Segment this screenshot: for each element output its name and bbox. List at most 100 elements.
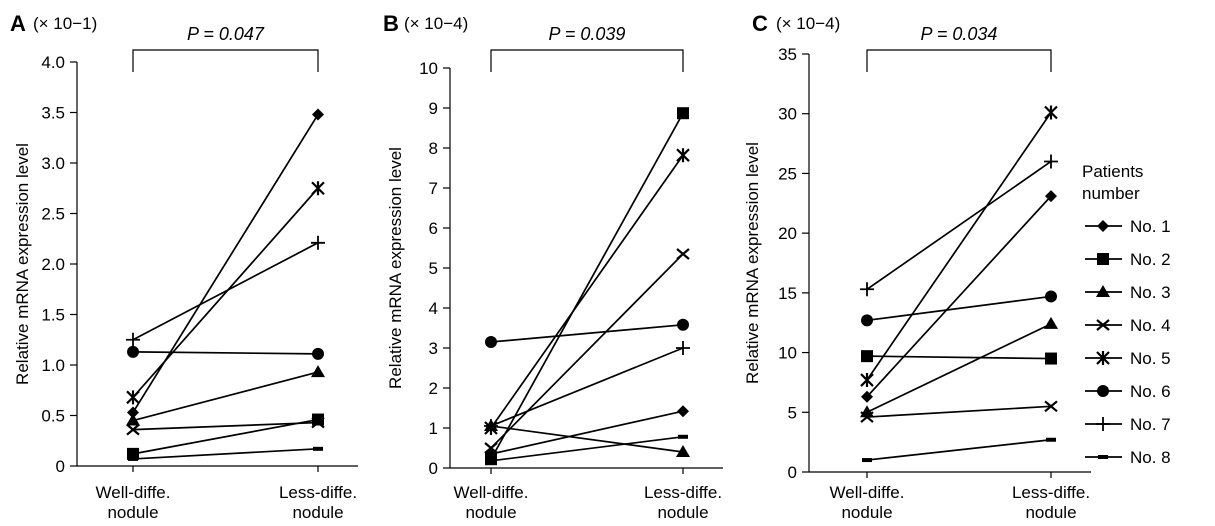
legend-entry: No. 8 [1085,448,1171,467]
legend: Patients number No. 1 No. 2 No. 3 No. 4 No. 5 N… [1082,162,1171,467]
dash-marker [1098,455,1108,459]
circle-marker [1097,385,1109,397]
y-tick-label: 2.5 [41,205,65,224]
series-no-2 [127,413,324,460]
series-no-4 [484,248,690,454]
series-no-6 [861,290,1057,327]
series-line [866,405,1052,418]
series-line [132,371,319,422]
y-tick-label: 3 [429,339,438,358]
x-marker [484,442,498,454]
circle-marker [312,347,324,360]
legend-entry: No. 3 [1085,283,1171,302]
square-marker [861,350,873,363]
circle-marker [677,318,689,331]
y-axis-title: Relative mRNA expression level [743,142,762,384]
plus-marker [126,332,140,347]
series-line [866,195,1052,398]
series-no-7 [484,341,690,433]
diamond-marker [1045,190,1057,203]
legend-title: Patients [1082,162,1143,181]
dash-marker [862,458,872,463]
x-category-label: Less-diffe. [279,483,357,502]
panel-a: A (× 10−1) P = 0.047 0 0.5 1.0 1.5 2.0 2.5 3.0 3.5… [10,11,358,522]
asterisk-marker [1096,351,1110,365]
y-tick-label: 9 [429,99,438,118]
series-line [490,435,684,462]
x-category-label: nodule [465,503,516,522]
y-axis-title: Relative mRNA expression level [13,143,32,385]
series-line [490,323,684,343]
y-tick-label: 15 [778,284,797,303]
series-line [490,112,684,460]
plus-marker [1096,417,1110,431]
series-no-8 [128,446,323,461]
x-marker [676,248,690,260]
dash-marker [313,446,323,451]
series-line [866,323,1052,414]
triangle-marker [311,365,325,378]
series-line [866,295,1052,322]
legend-entry: No. 2 [1085,250,1171,269]
asterisk-marker [311,181,325,196]
series-no-8 [486,434,688,463]
triangle-marker [126,413,140,426]
x-marker [126,423,140,436]
series-no-6 [485,318,689,348]
series-no-5 [126,181,325,405]
square-marker [1097,253,1109,265]
series-line [490,410,684,455]
series-no-4 [860,400,1058,423]
series-no-3 [126,365,325,426]
y-tick-label: 2 [429,379,438,398]
series-no-1 [861,190,1057,403]
y-tick-label: 1.5 [41,306,65,325]
legend-entry: No. 4 [1085,316,1171,335]
x-marker [1044,400,1058,413]
scale-note: (× 10−4) [404,14,468,33]
series-line [866,112,1052,381]
y-tick-label: 8 [429,139,438,158]
y-tick-label: 0 [56,457,65,476]
series-line [132,114,319,413]
y-tick-label: 5 [429,259,438,278]
series-line [132,447,319,460]
series-no-5 [484,148,690,435]
diamond-marker [1097,220,1109,232]
series-no-7 [860,154,1058,297]
diamond-marker [677,405,689,418]
legend-entry: No. 6 [1085,382,1171,401]
diamond-marker [861,390,873,403]
dash-marker [486,458,496,463]
y-tick-label: 7 [429,179,438,198]
significance-bracket [866,49,1052,72]
legend-label: No. 7 [1130,415,1171,434]
series-no-8 [862,437,1056,463]
series-no-7 [126,235,325,347]
y-tick-label: 4.0 [41,53,65,72]
y-tick-label: 0 [788,463,797,482]
y-tick-label: 35 [778,45,797,64]
x-category-label: Less-diffe. [644,483,722,502]
y-tick-label: 25 [778,164,797,183]
scale-note: (× 10−4) [776,14,840,33]
asterisk-marker [1044,105,1058,120]
y-tick-label: 0 [429,459,438,478]
legend-label: No. 5 [1130,349,1171,368]
plus-marker [676,341,690,355]
series-line [866,438,1052,461]
y-tick-label: 3.0 [41,154,65,173]
square-marker [127,447,139,460]
series-line [490,253,684,449]
dash-marker [678,434,688,439]
y-tick-label: 30 [778,105,797,124]
y-axis-title: Relative mRNA expression level [386,147,405,389]
x-category-label: nodule [841,503,892,522]
x-category-label: Well-diffe. [454,483,529,502]
x-category-label: nodule [657,503,708,522]
diamond-marker [312,108,324,121]
triangle-marker [860,405,874,418]
legend-entry: No. 5 [1085,349,1171,368]
triangle-marker [1096,285,1110,297]
